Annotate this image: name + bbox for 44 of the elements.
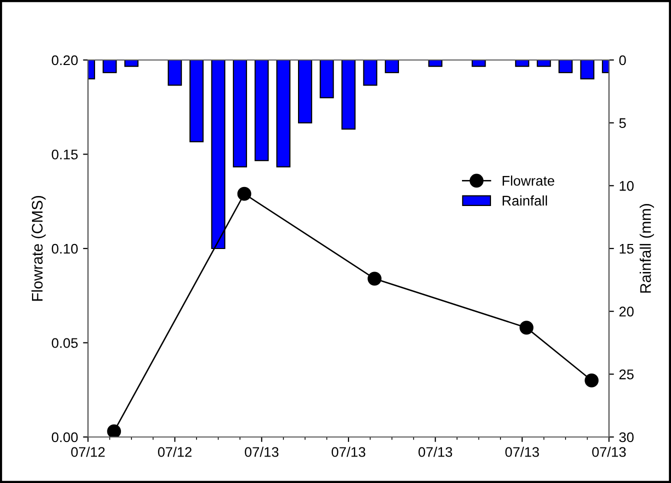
x-tick-label: 07/13 (418, 446, 452, 457)
bar (189, 60, 204, 142)
bar (515, 60, 530, 67)
y2-tick-label: 5 (619, 118, 626, 128)
y-tick-label: 0.20 (52, 55, 78, 66)
y2-tick-label: 0 (619, 55, 626, 66)
bar (102, 60, 117, 74)
y-tick-label: 0.15 (52, 150, 78, 160)
bar (298, 60, 312, 124)
x-tick-label: 07/13 (505, 446, 539, 457)
bar (384, 60, 399, 74)
x-tick-label: 07/13 (332, 446, 366, 457)
bar (232, 60, 248, 168)
legend-label: Rainfall (502, 195, 547, 206)
point (368, 272, 382, 286)
x-tick-label: 07/12 (71, 446, 105, 457)
bar (472, 60, 486, 67)
x-tick-label: 07/13 (592, 446, 626, 457)
y2-axis-title: Rainfall (mm) (640, 204, 654, 293)
y2-tick-label: 30 (619, 432, 634, 442)
y2-tick-label: 25 (619, 370, 634, 380)
bar (428, 60, 442, 67)
x-tick-label: 07/12 (158, 446, 192, 457)
legend-label: Flowrate (502, 176, 554, 186)
bar (580, 60, 594, 80)
bar (276, 60, 290, 168)
y-tick-label: 0.00 (52, 432, 78, 442)
bar (341, 60, 356, 130)
bar (363, 60, 378, 86)
y2-tick-label: 15 (620, 244, 634, 254)
y-tick-label: 0.10 (52, 244, 78, 254)
x-tick-label: 07/13 (244, 446, 278, 457)
y2-tick-label: 10 (620, 181, 634, 191)
bar (254, 60, 269, 162)
bar (168, 60, 182, 86)
bar (124, 60, 138, 67)
y-tick-label: 0.05 (52, 338, 78, 348)
point (107, 424, 121, 437)
bar (536, 60, 551, 67)
point (237, 186, 252, 201)
y2-tick-label: 20 (619, 306, 634, 317)
bar (558, 60, 573, 74)
y-axis-title: Flowrate (CMS) (31, 196, 46, 301)
bar (320, 60, 334, 98)
